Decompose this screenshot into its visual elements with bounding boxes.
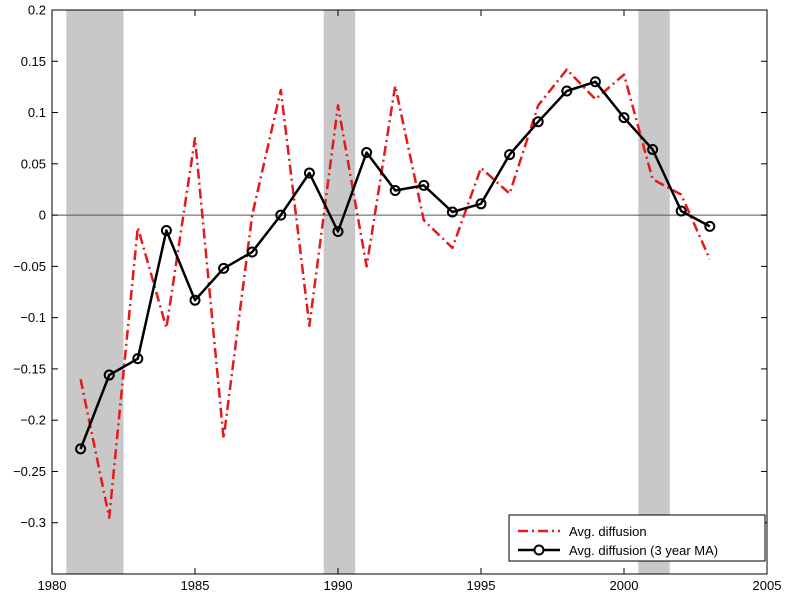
y-tick-label: 0.1: [28, 105, 46, 120]
y-tick-label: −0.2: [20, 413, 46, 428]
recession-band-0: [66, 10, 124, 574]
y-tick-label: 0.05: [21, 156, 46, 171]
data-point-avg-diffusion-ma: [532, 116, 544, 128]
data-point-avg-diffusion-ma: [475, 198, 487, 210]
x-tick-label: 2005: [753, 578, 782, 592]
recession-bands: [66, 10, 670, 574]
y-tick-label: −0.05: [13, 259, 46, 274]
series-avg-diffusion: [79, 68, 711, 519]
data-point-avg-diffusion-ma: [418, 179, 430, 191]
legend-label-avg-diffusion: Avg. diffusion: [569, 524, 647, 539]
data-point-avg-diffusion-ma: [218, 262, 230, 274]
x-tick-label: 1980: [38, 578, 67, 592]
data-point-avg-diffusion-ma: [132, 353, 144, 365]
data-point-avg-diffusion-ma: [647, 143, 659, 155]
data-point-avg-diffusion-ma: [75, 443, 87, 455]
y-tick-label: −0.15: [13, 361, 46, 376]
legend: Avg. diffusion Avg. diffusion (3 year MA…: [508, 514, 766, 562]
data-point-avg-diffusion-ma: [361, 147, 373, 159]
data-point-avg-diffusion-ma: [589, 76, 601, 88]
data-point-avg-diffusion-ma: [303, 167, 315, 179]
data-point-avg-diffusion-ma: [704, 220, 716, 232]
data-point-avg-diffusion-ma: [332, 225, 344, 237]
data-point-avg-diffusion-ma: [389, 184, 401, 196]
y-tick-label: 0.2: [28, 3, 46, 18]
data-point-avg-diffusion-ma: [160, 224, 172, 236]
plot-area-border: [51, 9, 768, 575]
plot-frame: [51, 9, 768, 575]
x-axis-ticks: 1980 1985 1990 1995 2000 2005: [38, 10, 782, 592]
y-tick-label: 0: [39, 208, 46, 223]
x-tick-label: 1995: [467, 578, 496, 592]
y-axis-ticks: 0.2 0.15 0.1 0.05 0 −0.05 −0.1 −0.15 −0.2 −0.25 −0…: [13, 3, 767, 530]
data-point-avg-diffusion-ma: [675, 205, 687, 217]
series-line-avg-diffusion: [79, 68, 711, 519]
y-tick-label: 0.15: [21, 54, 46, 69]
data-point-avg-diffusion-ma: [275, 209, 287, 221]
series-avg-diffusion-ma: [75, 76, 716, 455]
legend-label-avg-diffusion-ma: Avg. diffusion (3 year MA): [569, 543, 718, 558]
data-point-avg-diffusion-ma: [246, 246, 258, 258]
y-tick-label: −0.1: [20, 310, 46, 325]
data-point-avg-diffusion-ma: [446, 206, 458, 218]
legend-box: [508, 514, 766, 562]
series-line-avg-diffusion-ma: [79, 80, 711, 450]
data-point-avg-diffusion-ma: [189, 294, 201, 306]
y-tick-label: −0.3: [20, 515, 46, 530]
data-point-avg-diffusion-ma: [103, 369, 115, 381]
data-point-avg-diffusion-ma: [618, 112, 630, 124]
x-tick-label: 1990: [324, 578, 353, 592]
y-tick-label: −0.25: [13, 464, 46, 479]
recession-band-1: [323, 10, 356, 574]
x-tick-label: 2000: [610, 578, 639, 592]
x-tick-label: 1985: [181, 578, 210, 592]
data-point-avg-diffusion-ma: [561, 85, 573, 97]
recession-band-2: [638, 10, 670, 574]
legend-marker-avg-diffusion-ma: [533, 544, 545, 556]
data-point-avg-diffusion-ma: [504, 149, 516, 161]
